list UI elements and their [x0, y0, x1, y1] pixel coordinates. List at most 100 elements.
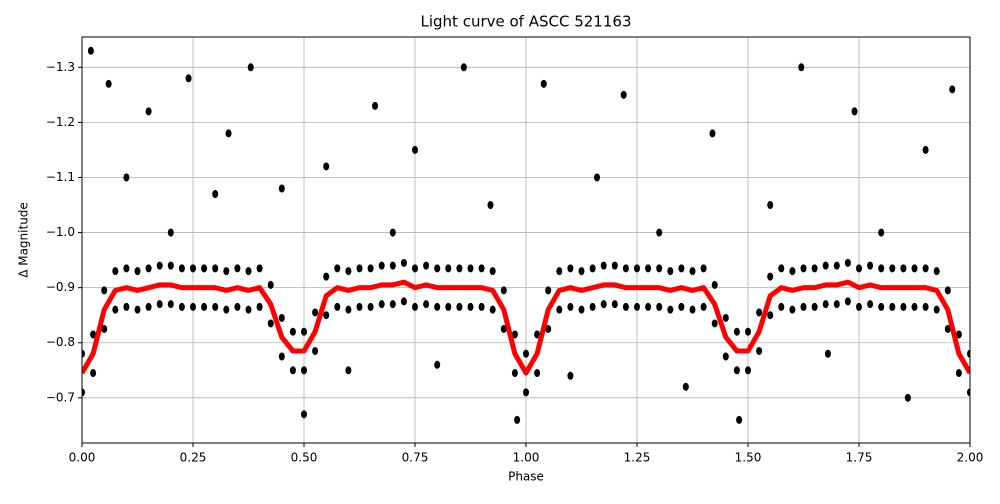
data-point	[955, 369, 962, 378]
data-point	[545, 286, 552, 295]
data-point	[822, 300, 829, 309]
data-point	[82, 388, 85, 397]
data-point	[911, 264, 918, 273]
chart-title: Light curve of ASCC 521163	[421, 13, 632, 31]
plot-area	[82, 46, 970, 424]
data-point	[212, 190, 219, 199]
data-point	[190, 302, 196, 311]
data-point	[682, 382, 689, 391]
data-point	[833, 300, 840, 309]
data-point	[323, 162, 330, 171]
data-point	[736, 415, 743, 424]
data-point	[278, 352, 285, 361]
data-point	[634, 302, 640, 311]
data-point	[922, 302, 929, 311]
data-point	[634, 264, 640, 273]
data-point	[478, 302, 485, 311]
data-point	[90, 369, 97, 378]
data-point	[514, 415, 521, 424]
data-point	[811, 264, 818, 273]
data-point	[611, 300, 618, 309]
data-point	[778, 302, 785, 311]
data-point	[622, 302, 629, 311]
data-point	[567, 264, 574, 273]
data-point	[711, 280, 718, 289]
data-point	[556, 305, 563, 314]
data-point	[645, 264, 652, 273]
data-point	[267, 280, 274, 289]
data-point	[356, 302, 363, 311]
data-point	[733, 327, 740, 336]
data-point	[123, 302, 130, 311]
data-point	[722, 313, 729, 322]
data-point	[949, 85, 956, 94]
data-point	[412, 302, 418, 311]
y-tick-label: −0.9	[46, 280, 75, 294]
data-point	[856, 264, 862, 273]
data-point	[301, 410, 307, 419]
data-point	[944, 324, 951, 333]
data-point	[811, 302, 818, 311]
x-tick-label: 1.75	[846, 451, 873, 465]
data-point	[878, 302, 885, 311]
data-point	[400, 297, 407, 306]
data-point	[278, 184, 285, 193]
data-point	[212, 264, 219, 273]
data-point	[356, 264, 363, 273]
data-point	[904, 393, 911, 402]
model-line	[82, 279, 970, 376]
data-point	[600, 300, 607, 309]
data-point	[245, 305, 252, 314]
data-point	[389, 228, 396, 237]
data-point	[389, 261, 396, 270]
data-point	[445, 264, 452, 273]
data-point	[478, 264, 485, 273]
data-point	[345, 366, 352, 375]
data-point	[756, 347, 763, 356]
data-point	[190, 264, 196, 273]
data-point	[709, 129, 716, 138]
data-point	[500, 324, 507, 333]
data-point	[833, 261, 840, 270]
data-point	[323, 311, 330, 320]
data-point	[700, 302, 707, 311]
y-tick-label: −0.7	[46, 390, 75, 404]
data-point	[445, 302, 452, 311]
data-point	[789, 267, 796, 276]
data-point	[334, 302, 341, 311]
data-point	[456, 302, 463, 311]
data-point	[933, 305, 940, 314]
data-point	[367, 264, 374, 273]
data-point	[900, 264, 907, 273]
data-point	[922, 264, 929, 273]
y-axis-label: Δ Magnitude	[17, 202, 31, 278]
data-point	[145, 302, 152, 311]
data-point	[312, 308, 319, 317]
data-point	[223, 305, 230, 314]
data-point	[656, 228, 663, 237]
data-point	[234, 302, 241, 311]
data-point	[867, 261, 874, 270]
data-point	[678, 264, 685, 273]
data-point	[467, 302, 474, 311]
data-point	[844, 258, 851, 267]
data-point	[567, 302, 574, 311]
data-point	[289, 366, 296, 375]
data-point	[534, 330, 541, 339]
data-point	[82, 349, 85, 358]
data-point	[278, 313, 285, 322]
data-point	[878, 228, 885, 237]
data-point	[434, 360, 441, 369]
data-point	[312, 347, 319, 356]
data-point	[656, 264, 663, 273]
data-point	[460, 63, 467, 72]
data-point	[667, 267, 674, 276]
data-point	[789, 305, 796, 314]
data-point	[767, 201, 774, 210]
data-point	[900, 302, 907, 311]
data-point	[967, 388, 970, 397]
data-point	[267, 319, 274, 328]
x-tick-label: 0.50	[291, 451, 318, 465]
data-point	[301, 366, 307, 375]
data-point	[134, 267, 141, 276]
